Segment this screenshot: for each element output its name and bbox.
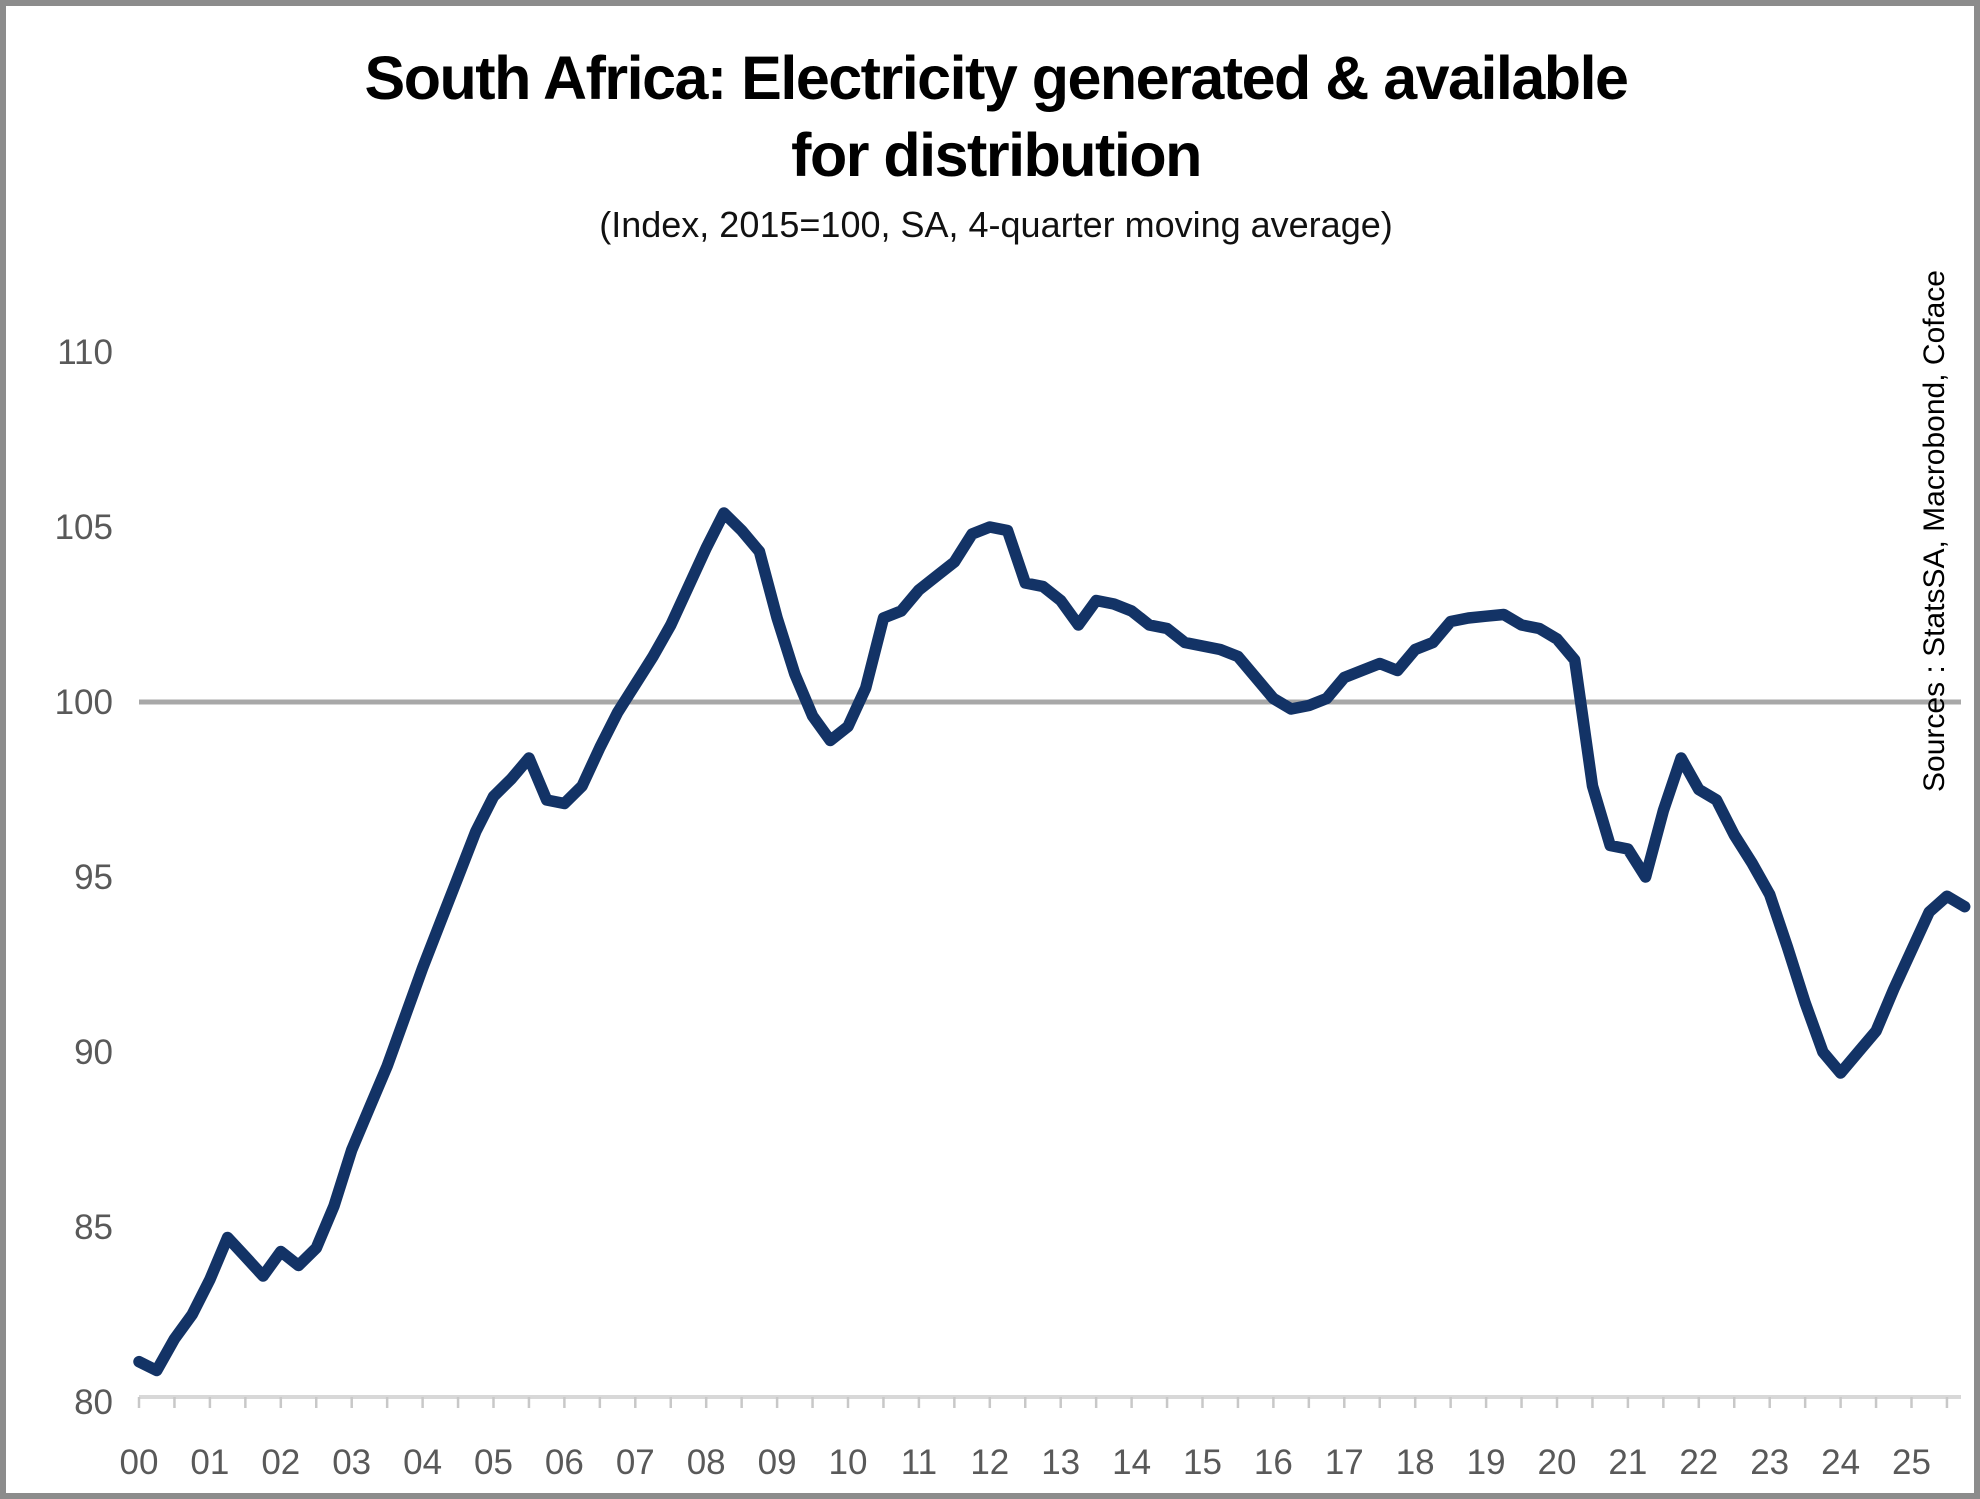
y-axis-label: 110 (57, 333, 113, 372)
y-axis-label: 90 (74, 1033, 113, 1072)
x-axis-label: 12 (970, 1443, 1009, 1482)
x-axis-label: 17 (1325, 1443, 1364, 1482)
x-axis-label: 23 (1750, 1443, 1789, 1482)
x-axis-label: 24 (1821, 1443, 1860, 1482)
x-axis-label: 25 (1892, 1443, 1931, 1482)
chart-header: South Africa: Electricity generated & av… (6, 40, 1974, 246)
x-axis-label: 11 (901, 1443, 937, 1482)
x-axis-label: 16 (1254, 1443, 1293, 1482)
y-axis-label: 105 (55, 508, 113, 547)
x-axis-label: 05 (474, 1443, 513, 1482)
source-note: Sources : StatsSA, Macrobond, Coface (1918, 270, 1951, 792)
y-axis-label: 100 (55, 683, 113, 722)
y-axis-label: 80 (74, 1383, 113, 1422)
x-axis-label: 15 (1183, 1443, 1222, 1482)
x-axis-label: 04 (403, 1443, 442, 1482)
x-axis-label: 18 (1396, 1443, 1435, 1482)
x-axis-label: 01 (190, 1443, 229, 1482)
y-axis-label: 85 (74, 1208, 113, 1247)
x-axis-label: 07 (616, 1443, 655, 1482)
chart-title-line1: South Africa: Electricity generated & av… (364, 44, 1629, 112)
chart-title-line2: for distribution (791, 121, 1202, 189)
x-axis-label: 19 (1467, 1443, 1506, 1482)
x-axis-label: 21 (1608, 1443, 1647, 1482)
chart-canvas: 00 01 02 03 04 05 06 07 08 09 10 11 12 13 14 15 16 17 18 19… (55, 333, 1971, 1482)
x-axis-label: 10 (829, 1443, 868, 1482)
x-axis-label: 08 (687, 1443, 726, 1482)
x-axis-label: 20 (1538, 1443, 1577, 1482)
x-axis-label: 03 (332, 1443, 371, 1482)
x-axis-label: 14 (1112, 1443, 1151, 1482)
x-axis-label: 00 (120, 1443, 159, 1482)
x-axis-label: 22 (1679, 1443, 1718, 1482)
x-axis-label: 06 (545, 1443, 584, 1482)
y-axis-label: 95 (74, 858, 113, 897)
chart-subtitle: (Index, 2015=100, SA, 4-quarter moving a… (599, 204, 1393, 245)
x-axis-label: 02 (261, 1443, 300, 1482)
data-series-line (133, 507, 1971, 1377)
x-axis-label: 13 (1041, 1443, 1080, 1482)
x-axis-label: 09 (758, 1443, 797, 1482)
